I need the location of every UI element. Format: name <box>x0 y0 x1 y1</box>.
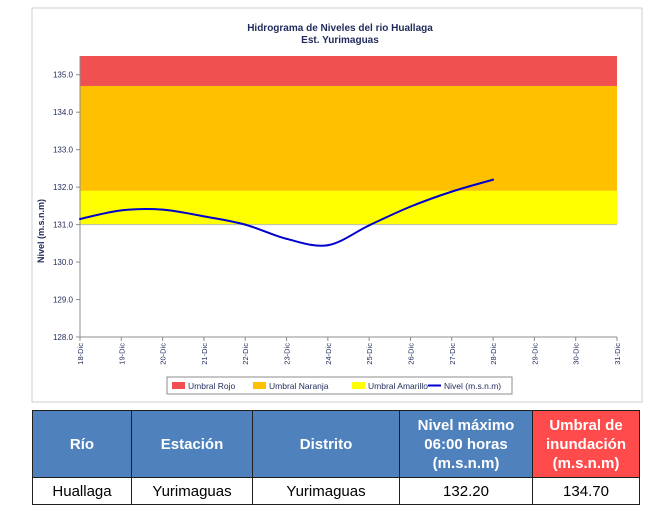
x-tick-label: 30-Dic <box>572 343 581 365</box>
table-row: Huallaga Yurimaguas Yurimaguas 132.20 13… <box>32 477 640 505</box>
legend-label-3: Nivel (m.s.n.m) <box>444 381 501 391</box>
header-nivel-maximo: Nivel máximo 06:00 horas (m.s.n.m) <box>399 410 533 478</box>
legend-label-2: Umbral Amarillo <box>368 381 428 391</box>
x-tick-label: 18-Dic <box>76 343 85 365</box>
summary-table: Río Estación Distrito Nivel máximo 06:00… <box>32 410 640 505</box>
data-point <box>244 223 247 226</box>
x-tick-label: 19-Dic <box>117 343 126 365</box>
x-tick-label: 27-Dic <box>448 343 457 365</box>
legend-box <box>166 376 513 395</box>
header-estacion: Estación <box>131 410 253 478</box>
data-point <box>368 224 371 227</box>
y-tick-label: 133.0 <box>53 146 74 155</box>
band-0 <box>80 56 617 86</box>
data-point <box>161 208 164 211</box>
table-header-row: Río Estación Distrito Nivel máximo 06:00… <box>32 410 640 478</box>
y-tick-label: 135.0 <box>53 71 74 80</box>
y-tick-label: 128.0 <box>53 333 74 342</box>
x-tick-label: 24-Dic <box>324 343 333 365</box>
legend-swatch-2 <box>352 382 365 389</box>
x-tick-label: 26-Dic <box>406 343 415 365</box>
cell-estacion: Yurimaguas <box>131 477 253 505</box>
band-2 <box>80 190 617 225</box>
chart-subtitle: Est. Yurimaguas <box>301 35 379 46</box>
chart-series <box>79 178 495 247</box>
legend-swatch-0 <box>172 382 185 389</box>
legend-swatch-1 <box>253 382 266 389</box>
y-tick-label: 134.0 <box>53 108 74 117</box>
x-tick-label: 20-Dic <box>159 343 168 365</box>
data-point <box>409 205 412 208</box>
y-tick-label: 131.0 <box>53 221 74 230</box>
y-tick-label: 132.0 <box>53 183 74 192</box>
legend: Umbral Rojo Umbral Naranja Umbral Amarillo… <box>172 381 501 391</box>
x-tick-label: 23-Dic <box>283 343 292 365</box>
legend-label-0: Umbral Rojo <box>188 381 236 391</box>
data-point <box>492 178 495 181</box>
x-tick-label: 29-Dic <box>530 343 539 365</box>
y-axis-label: Nivel (m.s.n.m) <box>36 199 46 263</box>
data-point <box>285 237 288 240</box>
data-point <box>79 217 81 220</box>
band-1 <box>80 85 617 191</box>
cell-nivel-maximo: 132.20 <box>399 477 533 505</box>
cell-rio: Huallaga <box>32 477 132 505</box>
chart-axes: 128.0 129.0 130.0 131.0 132.0 133.0 134.0 135.0… <box>53 56 622 365</box>
header-distrito: Distrito <box>252 410 400 478</box>
chart-canvas: Hidrograma de Niveles del rio Huallaga E… <box>31 7 643 403</box>
data-point <box>326 244 329 247</box>
legend-label-1: Umbral Naranja <box>269 381 329 391</box>
cell-distrito: Yurimaguas <box>252 477 400 505</box>
header-rio: Río <box>32 410 132 478</box>
chart-title: Hidrograma de Niveles del rio Huallaga <box>247 23 433 34</box>
x-tick-label: 21-Dic <box>200 343 209 365</box>
threshold-bands <box>80 56 617 226</box>
hydrograph-chart: Hidrograma de Niveles del rio Huallaga E… <box>31 7 643 403</box>
x-tick-label: 28-Dic <box>489 343 498 365</box>
y-tick-label: 130.0 <box>53 258 74 267</box>
header-umbral-inundacion: Umbral de inundación (m.s.n.m) <box>532 410 640 478</box>
y-tick-label: 129.0 <box>53 296 74 305</box>
x-tick-label: 25-Dic <box>365 343 374 365</box>
cell-umbral-inundacion: 134.70 <box>532 477 640 505</box>
data-point <box>450 190 453 193</box>
x-tick-label: 22-Dic <box>241 343 250 365</box>
data-point <box>202 215 205 218</box>
data-point <box>120 209 123 212</box>
x-tick-label: 31-Dic <box>613 343 622 365</box>
